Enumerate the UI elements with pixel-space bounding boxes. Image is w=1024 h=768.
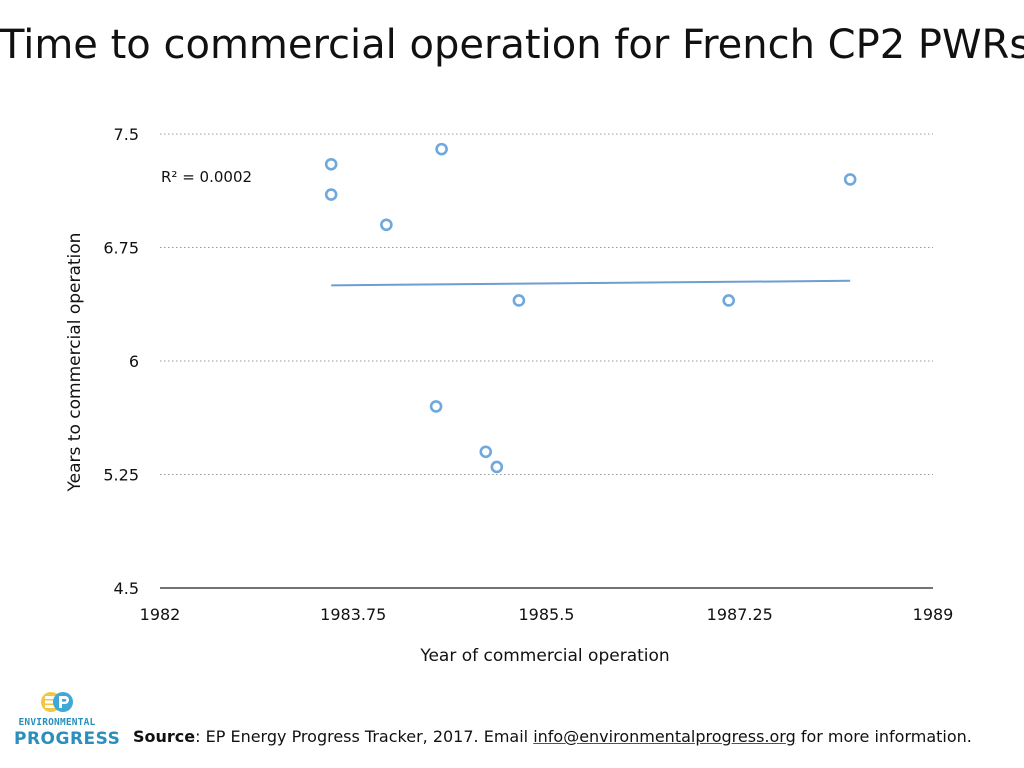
y-tick-label: 4.5: [114, 579, 139, 598]
y-tick-label: 5.25: [103, 466, 139, 485]
x-axis-title: Year of commercial operation: [419, 646, 669, 666]
y-tick-label: 6: [129, 352, 139, 371]
data-point: [380, 218, 393, 232]
data-point: [490, 460, 504, 474]
data-point: [435, 142, 448, 156]
chart-title: Time to commercial operation for French …: [0, 22, 1024, 68]
ep-logo-icon: [41, 692, 73, 712]
data-point: [324, 157, 338, 171]
source-suffix: for more information.: [795, 727, 972, 746]
y-axis-title: Years to commercial operation: [65, 233, 85, 493]
data-point: [722, 294, 736, 307]
x-tick-label: 1982: [140, 605, 181, 624]
x-tick-labels: 1982 1983.75 1985.5 1987.25 1989: [140, 605, 954, 624]
x-tick-label: 1989: [913, 605, 954, 624]
logo-text-environmental: ENVIRONMENTAL: [18, 717, 96, 728]
data-point: [429, 400, 443, 413]
y-tick-labels: 4.5 5.25 6 6.75 7.5: [103, 125, 139, 598]
data-point: [479, 445, 493, 459]
trendline: [331, 279, 851, 287]
data-point: [324, 188, 338, 201]
data-points: [324, 142, 857, 474]
source-footer: Source: EP Energy Progress Tracker, 2017…: [133, 727, 972, 746]
environmental-progress-logo: ENVIRONMENTAL PROGRESS: [14, 691, 121, 751]
data-point: [843, 173, 857, 186]
y-tick-label: 6.75: [103, 239, 139, 258]
grid-lines: [160, 133, 933, 589]
email-link[interactable]: info@environmentalprogress.org: [533, 727, 796, 746]
source-text: : EP Energy Progress Tracker, 2017. Emai…: [195, 727, 534, 746]
y-tick-label: 7.5: [114, 125, 139, 144]
x-tick-label: 1983.75: [320, 605, 386, 624]
logo-text-progress: PROGRESS: [14, 729, 121, 749]
x-tick-label: 1985.5: [519, 605, 575, 624]
x-tick-label: 1987.25: [707, 605, 773, 624]
source-label: Source: [133, 727, 196, 746]
data-point: [512, 294, 526, 307]
trendline-group: [331, 279, 851, 287]
r-squared-annotation: R² = 0.0002: [161, 168, 252, 186]
